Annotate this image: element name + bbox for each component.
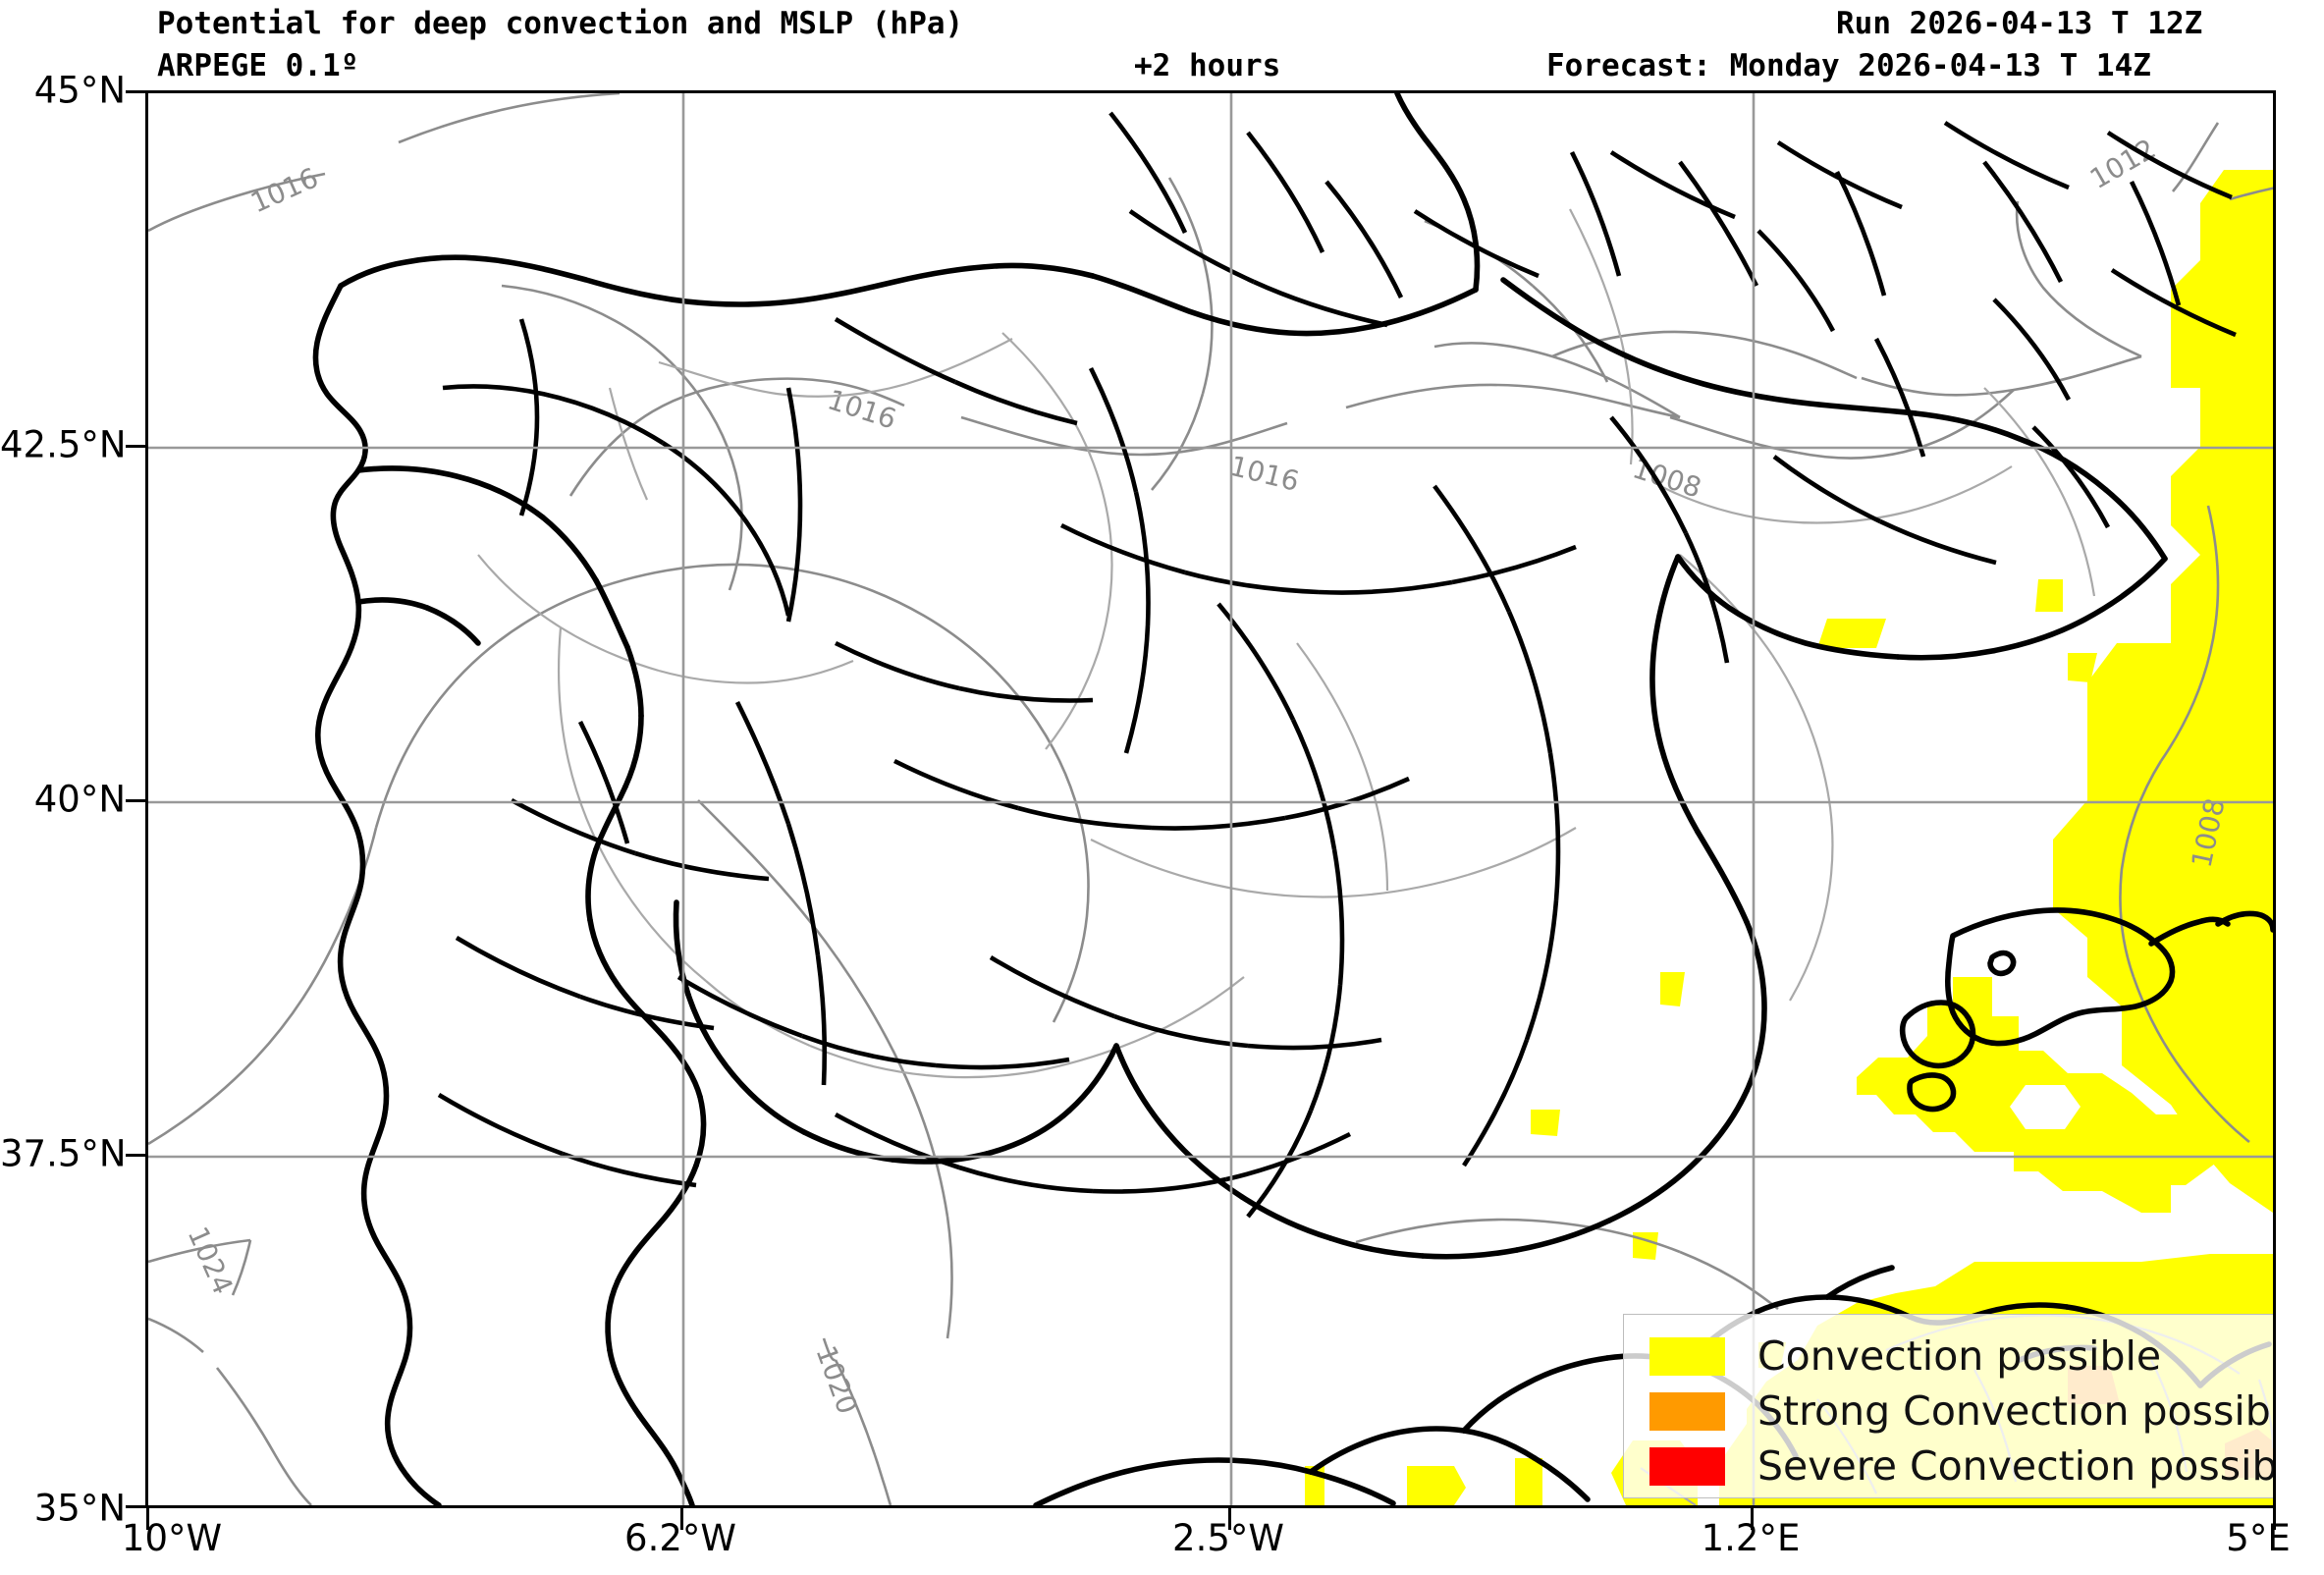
legend-row-severe-convection: Severe Convection possible bbox=[1649, 1439, 2276, 1494]
isobar-label-1020: 1020 bbox=[809, 1341, 863, 1418]
x-tickmark-4 bbox=[2273, 1508, 2276, 1530]
y-tickmark-1 bbox=[126, 445, 147, 448]
y-tick-label-1: 42.5°N bbox=[0, 423, 127, 466]
map-header: Potential for deep convection and MSLP (… bbox=[0, 0, 2324, 93]
region-borders-layer bbox=[437, 111, 2237, 1219]
isobar-label-1016-c: 1016 bbox=[1226, 450, 1302, 498]
legend-label-severe-convection: Severe Convection possible bbox=[1757, 1441, 2276, 1490]
page-title: Potential for deep convection and MSLP (… bbox=[157, 6, 964, 41]
convection-hole bbox=[2010, 1085, 2081, 1129]
isobar-label-1016-a: 1016 bbox=[245, 161, 323, 219]
legend-label-convection: Convection possible bbox=[1757, 1331, 2162, 1380]
y-tickmark-4 bbox=[126, 1505, 147, 1508]
legend-swatch-strong-convection bbox=[1649, 1391, 1725, 1431]
x-tick-label-0: 10°W bbox=[121, 1517, 223, 1559]
y-tick-label-2: 40°N bbox=[33, 778, 126, 821]
legend-label-strong-convection: Strong Convection possible bbox=[1757, 1386, 2276, 1435]
isobar-labels: 1016 1016 1016 1012 1008 1008 1024 1020 bbox=[182, 133, 2232, 1419]
model-name-label: ARPEGE 0.1º bbox=[157, 48, 359, 83]
x-tickmark-1 bbox=[680, 1508, 683, 1530]
y-tick-label-3: 37.5°N bbox=[0, 1132, 127, 1175]
legend-row-convection: Convection possible bbox=[1649, 1329, 2273, 1384]
run-time-label: Run 2026-04-13 T 12Z bbox=[1836, 6, 2203, 41]
isobar-label-1016-b: 1016 bbox=[824, 383, 900, 435]
graticule-layer bbox=[148, 93, 2273, 1505]
coastline-layer bbox=[312, 93, 2273, 1505]
legend-swatch-severe-convection bbox=[1649, 1446, 1725, 1486]
lead-time-label: +2 hours bbox=[1134, 48, 1281, 83]
x-tickmark-3 bbox=[1751, 1508, 1754, 1530]
forecast-time-label: Forecast: Monday 2026-04-13 T 14Z bbox=[1546, 48, 2151, 83]
x-tickmark-0 bbox=[146, 1508, 149, 1530]
map-svg: 1016 1016 1016 1012 1008 1008 1024 1020 bbox=[148, 93, 2273, 1505]
y-tick-label-4: 35°N bbox=[33, 1487, 126, 1530]
x-tick-label-4: 5°E bbox=[2226, 1517, 2291, 1559]
legend-swatch-convection bbox=[1649, 1336, 1725, 1376]
isobar-label-1024: 1024 bbox=[182, 1222, 240, 1299]
map-plot-area[interactable]: 1016 1016 1016 1012 1008 1008 1024 1020 bbox=[145, 90, 2276, 1508]
y-tickmark-0 bbox=[126, 90, 147, 93]
y-tick-label-0: 45°N bbox=[33, 69, 126, 112]
y-tickmark-2 bbox=[126, 799, 147, 802]
x-tickmark-2 bbox=[1228, 1508, 1231, 1530]
map-legend[interactable]: Convection possible Strong Convection po… bbox=[1623, 1314, 2276, 1498]
legend-row-strong-convection: Strong Convection possible bbox=[1649, 1384, 2276, 1439]
y-tickmark-3 bbox=[126, 1154, 147, 1157]
